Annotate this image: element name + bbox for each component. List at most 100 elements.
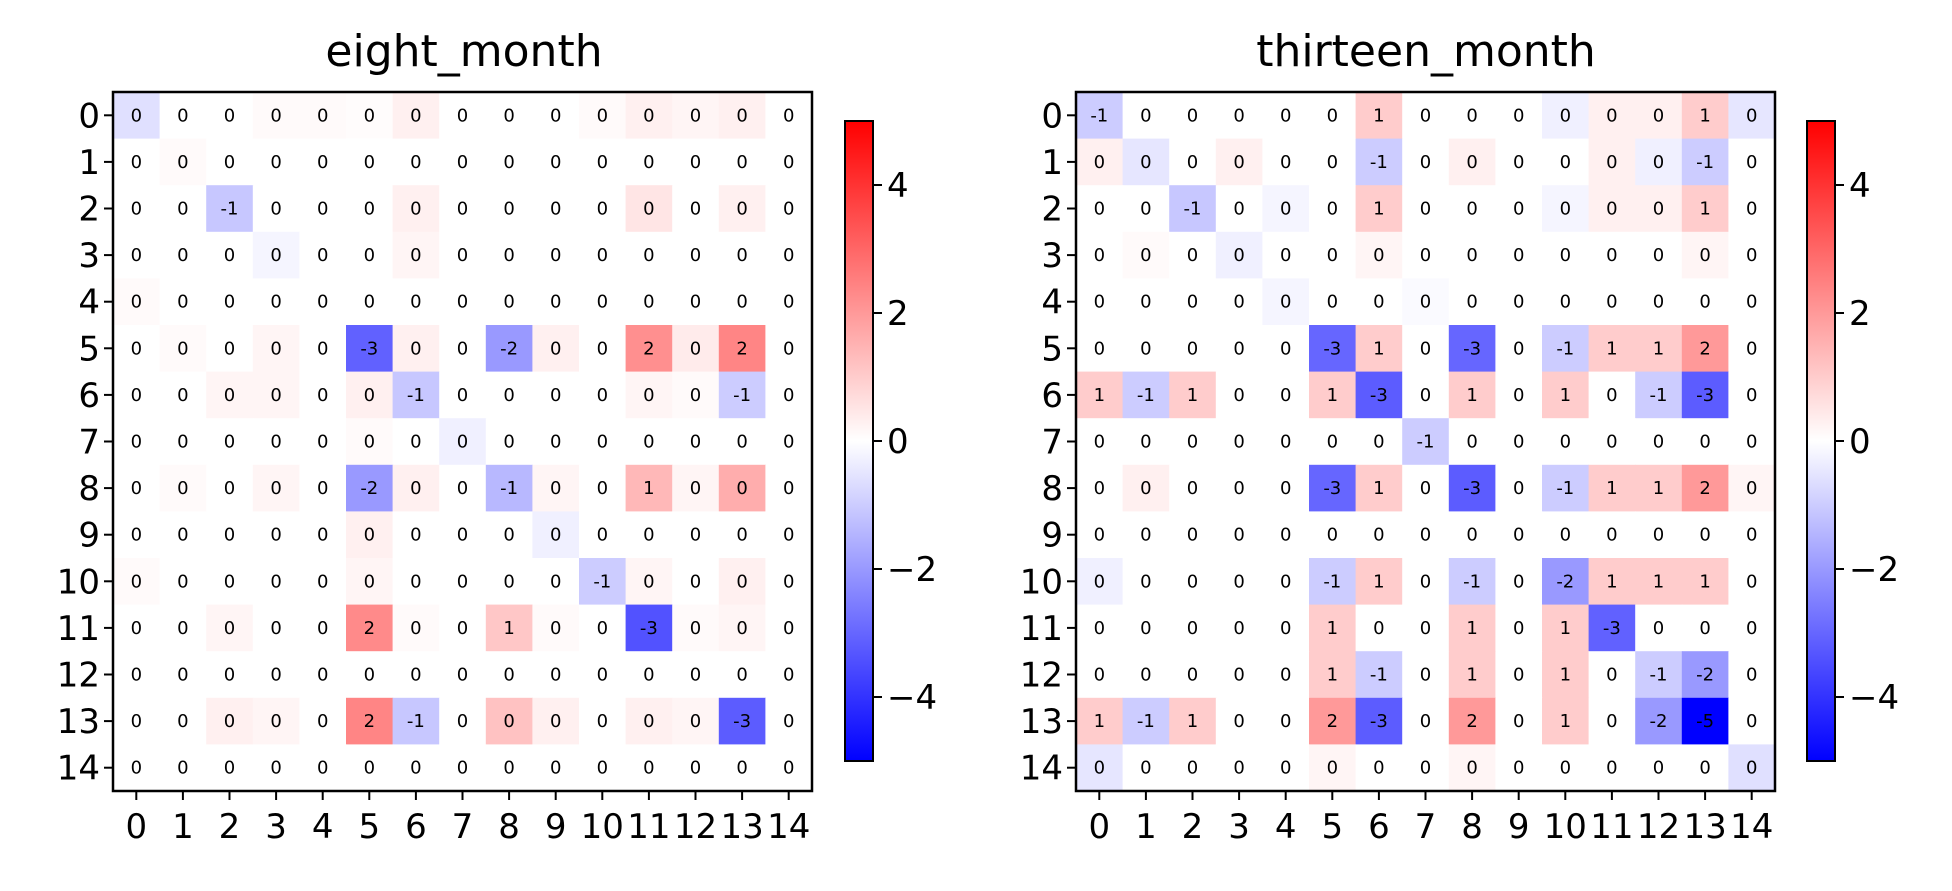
cell-value-label: 0 — [503, 152, 514, 173]
heatmap-cell — [1495, 371, 1543, 419]
heatmap-cell — [392, 92, 440, 140]
heatmap-cell — [1122, 744, 1170, 792]
heatmap-cell — [439, 185, 487, 233]
heatmap-cell — [1635, 464, 1683, 512]
cell-value-label: 0 — [1466, 199, 1477, 220]
heatmap-cell — [1169, 138, 1217, 186]
x-axis: 0 1 2 3 4 5 6 7 8 9 10 11 12 13 14 — [125, 791, 810, 847]
heatmap-cell — [1355, 138, 1403, 186]
cell-value-label: 0 — [1094, 618, 1105, 639]
cell-value-label: 0 — [177, 478, 188, 499]
cell-value-label: 0 — [1653, 432, 1664, 453]
cell-value-label: 1 — [1653, 338, 1664, 359]
cell-value-label: -2 — [500, 338, 518, 359]
cell-value-label: 0 — [410, 618, 421, 639]
heatmap-cell — [159, 604, 207, 652]
cell-value-label: 0 — [1140, 571, 1151, 592]
heatmap-cell — [1076, 464, 1124, 512]
heatmap-cell — [113, 651, 161, 699]
cell-value-label: 0 — [736, 478, 747, 499]
heatmap-cell — [392, 558, 440, 606]
cell-value-label: 0 — [597, 432, 608, 453]
heatmap-cell — [1635, 185, 1683, 233]
y-tick-label: 12 — [57, 656, 100, 696]
cell-value-label: 0 — [1280, 152, 1291, 173]
heatmap-cell — [392, 325, 440, 373]
cell-value-label: 0 — [690, 292, 701, 313]
heatmap-cell — [485, 511, 533, 559]
heatmap-cell — [1448, 511, 1496, 559]
cell-value-label: 2 — [643, 338, 654, 359]
heatmap-cell — [625, 231, 673, 279]
cell-value-label: 0 — [643, 711, 654, 732]
cell-value-label: 0 — [783, 385, 794, 406]
heatmap-cell — [206, 697, 254, 745]
cell-value-label: 0 — [317, 105, 328, 126]
cell-value-label: 0 — [1233, 711, 1244, 732]
cell-value-label: 0 — [1233, 525, 1244, 546]
cell-value-label: 0 — [690, 618, 701, 639]
cell-value-label: 0 — [131, 292, 142, 313]
cell-value-label: 1 — [1699, 105, 1710, 126]
cell-value-label: 1 — [1606, 478, 1617, 499]
heatmap-cell — [625, 185, 673, 233]
cell-value-label: 0 — [317, 478, 328, 499]
cell-value-label: 0 — [1373, 245, 1384, 266]
heatmap-cell — [1169, 231, 1217, 279]
heatmap-cell — [625, 138, 673, 186]
cell-value-label: 0 — [410, 105, 421, 126]
cell-value-label: 0 — [1094, 432, 1105, 453]
heatmap-cell — [765, 92, 813, 140]
heatmap-cell — [1588, 278, 1636, 326]
cell-value-label: 0 — [1187, 105, 1198, 126]
x-tick-label: 4 — [1275, 807, 1297, 847]
heatmap-cell — [1355, 697, 1403, 745]
cell-value-label: 0 — [503, 385, 514, 406]
heatmap-cell — [159, 558, 207, 606]
cell-value-label: 1 — [1327, 665, 1338, 686]
cell-value-label: 0 — [1466, 245, 1477, 266]
heatmap-cell — [1122, 697, 1170, 745]
heatmap-cell — [1402, 325, 1450, 373]
heatmap-cell — [1728, 92, 1776, 140]
heatmap-cell — [113, 185, 161, 233]
heatmap-cell — [532, 464, 580, 512]
cell-value-label: 0 — [1746, 525, 1757, 546]
cell-value-label: -1 — [733, 385, 751, 406]
cell-value-label: 0 — [1094, 758, 1105, 779]
heatmap-cell — [1169, 744, 1217, 792]
y-tick-label: 1 — [78, 143, 100, 183]
x-tick-label: 6 — [405, 807, 427, 847]
cell-value-label: 0 — [1466, 432, 1477, 453]
heatmap-cell — [299, 92, 347, 140]
heatmap-cell — [1728, 231, 1776, 279]
heatmap-cell — [1588, 138, 1636, 186]
heatmap-cell — [1448, 185, 1496, 233]
cell-value-label: -3 — [1603, 618, 1621, 639]
heatmap-cell — [1309, 558, 1357, 606]
cell-value-label: 0 — [177, 711, 188, 732]
cell-value-label: 0 — [1327, 105, 1338, 126]
heatmap-cell — [1262, 325, 1310, 373]
cell-value-label: 0 — [1513, 152, 1524, 173]
cell-value-label: 0 — [1420, 385, 1431, 406]
cell-value-label: 0 — [224, 245, 235, 266]
cell-value-label: 0 — [131, 665, 142, 686]
heatmap-cell — [299, 138, 347, 186]
cell-value-label: 0 — [1094, 245, 1105, 266]
cell-value-label: 0 — [736, 571, 747, 592]
cell-value-label: 0 — [1560, 152, 1571, 173]
y-tick-label: 8 — [78, 469, 100, 509]
x-tick-label: 3 — [265, 807, 287, 847]
x-tick-label: 14 — [767, 807, 810, 847]
heatmap-cell — [1122, 558, 1170, 606]
cell-value-label: -1 — [1184, 199, 1202, 220]
heatmap-cell — [1681, 185, 1729, 233]
cell-value-label: 0 — [1513, 105, 1524, 126]
y-tick-label: 13 — [57, 702, 100, 742]
cell-value-label: 0 — [690, 758, 701, 779]
heatmap-cell — [1355, 185, 1403, 233]
cell-value-label: 1 — [1699, 199, 1710, 220]
